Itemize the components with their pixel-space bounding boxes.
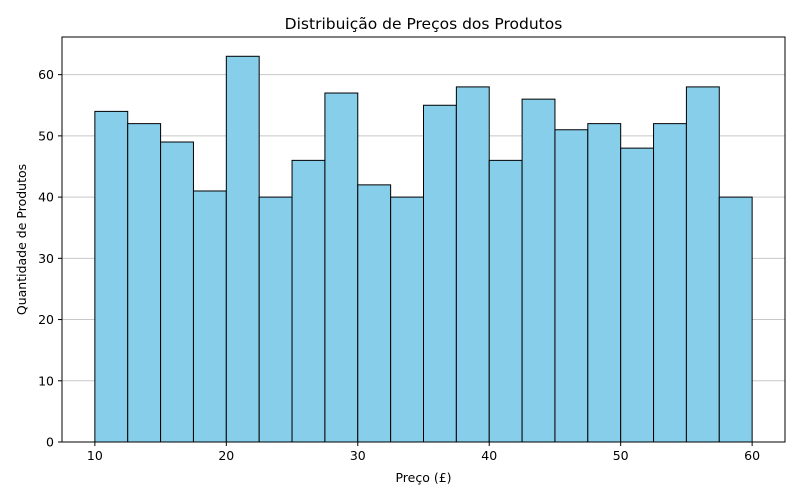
- y-tick-label-2: 20: [38, 312, 54, 327]
- y-tick-label-6: 60: [38, 67, 54, 82]
- histogram-bar-5: [258, 196, 293, 443]
- y-tick-label-1: 10: [38, 373, 54, 388]
- plot-frame: [61, 36, 786, 443]
- bars-layer: [94, 55, 753, 443]
- histogram-bar-9: [390, 196, 424, 443]
- histogram-bar-14: [554, 129, 589, 443]
- histogram-bar-0: [94, 110, 129, 443]
- histogram-bar-6: [291, 159, 326, 443]
- y-tick-label-5: 50: [38, 128, 54, 143]
- x-tick-label-5: 60: [744, 448, 760, 463]
- histogram-bar-16: [620, 147, 655, 443]
- histogram-bar-11: [455, 86, 490, 443]
- x-tick-label-0: 10: [87, 448, 103, 463]
- x-tick-label-2: 30: [350, 448, 366, 463]
- x-tick-label-4: 50: [613, 448, 629, 463]
- histogram-bar-15: [587, 123, 622, 443]
- histogram-bar-13: [521, 98, 556, 443]
- histogram-bar-2: [160, 141, 194, 443]
- x-tick-label-1: 20: [218, 448, 234, 463]
- y-tick-label-4: 40: [38, 190, 54, 205]
- y-axis-label: Quantidade de Produtos: [14, 164, 29, 315]
- y-ticks: 0 10 20 30 40 50 60: [38, 67, 62, 450]
- histogram-bar-8: [357, 184, 392, 443]
- y-tick-label-0: 0: [46, 435, 54, 450]
- histogram-bar-7: [324, 92, 359, 443]
- y-tick-label-3: 30: [38, 251, 54, 266]
- histogram-bar-1: [127, 123, 162, 443]
- histogram-bar-10: [423, 104, 457, 443]
- histogram-bar-17: [653, 123, 687, 443]
- histogram-bar-18: [685, 86, 720, 443]
- histogram-bar-4: [225, 55, 260, 443]
- histogram-bar-19: [718, 196, 753, 443]
- histogram-bar-12: [488, 159, 523, 443]
- x-tick-label-3: 40: [481, 448, 497, 463]
- x-axis-label: Preço (£): [395, 470, 451, 485]
- x-ticks: 10 20 30 40 50 60: [87, 442, 760, 463]
- chart-title: Distribuição de Preços dos Produtos: [285, 15, 563, 33]
- histogram-bar-3: [192, 190, 227, 443]
